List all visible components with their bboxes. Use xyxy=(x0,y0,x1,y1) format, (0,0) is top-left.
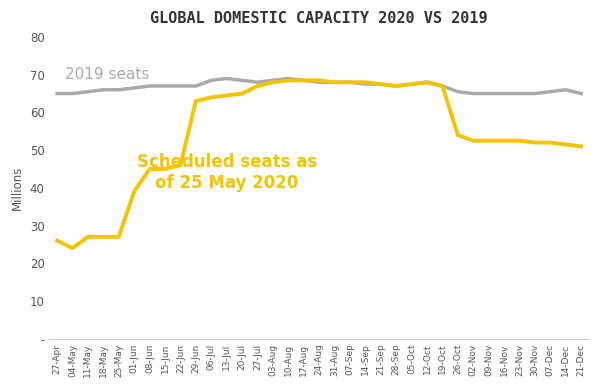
Y-axis label: Millions: Millions xyxy=(11,166,24,210)
Text: 2019 seats: 2019 seats xyxy=(65,67,149,82)
Title: GLOBAL DOMESTIC CAPACITY 2020 VS 2019: GLOBAL DOMESTIC CAPACITY 2020 VS 2019 xyxy=(151,11,488,26)
Text: Scheduled seats as
of 25 May 2020: Scheduled seats as of 25 May 2020 xyxy=(137,153,317,192)
